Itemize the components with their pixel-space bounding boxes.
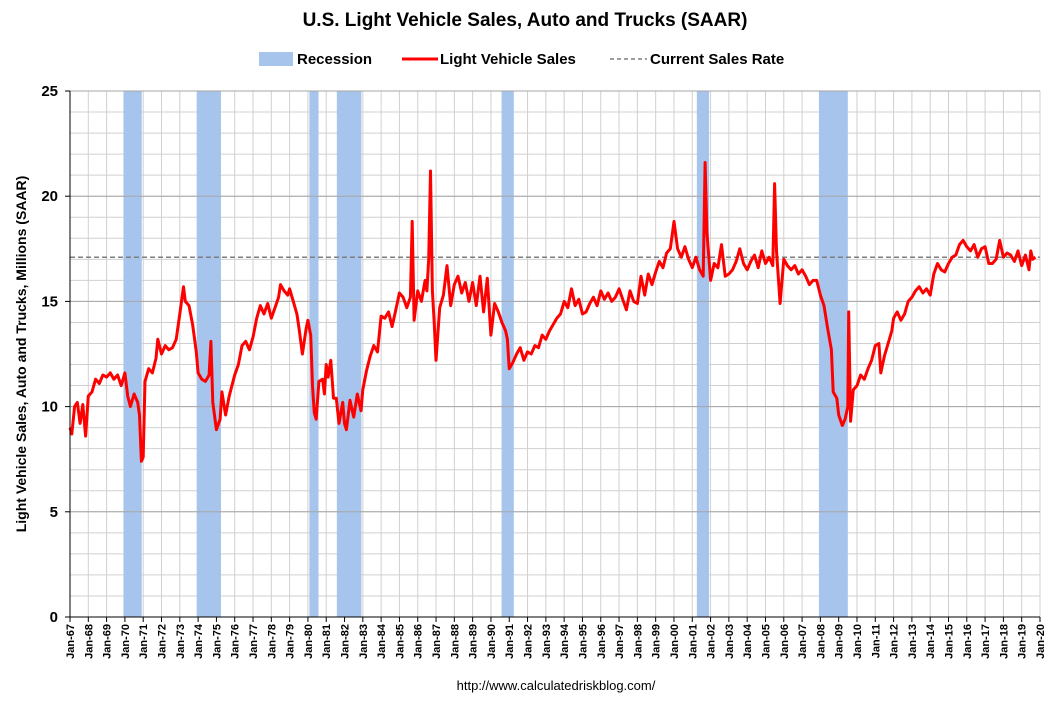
x-tick-label: Jan-97 [614, 624, 626, 659]
y-tick-label: 10 [41, 399, 58, 416]
x-tick-label: Jan-13 [907, 624, 919, 659]
x-tick-label: Jan-99 [651, 624, 663, 659]
x-tick-label: Jan-75 [211, 624, 223, 659]
legend: Recession Light Vehicle Sales Current Sa… [259, 51, 784, 68]
x-tick-label: Jan-06 [779, 624, 791, 659]
x-tick-label: Jan-03 [724, 624, 736, 659]
recession-band [309, 91, 319, 617]
x-tick-label: Jan-08 [815, 624, 827, 659]
y-tick-label: 5 [50, 504, 58, 521]
y-tick-label: 20 [41, 188, 58, 205]
recession-band [336, 91, 362, 617]
x-tick-label: Jan-02 [706, 624, 718, 659]
chart-title: U.S. Light Vehicle Sales, Auto and Truck… [303, 10, 748, 31]
x-tick-label: Jan-00 [669, 624, 681, 659]
x-tick-label: Jan-10 [852, 624, 864, 659]
x-tick-label: Jan-70 [120, 624, 132, 659]
x-tick-label: Jan-92 [523, 624, 535, 659]
y-axis-label: Light Vehicle Sales, Auto and Trucks, Mi… [13, 176, 29, 533]
x-tick-label: Jan-12 [889, 624, 901, 659]
x-tick-label: Jan-90 [486, 624, 498, 659]
x-tick-label: Jan-04 [742, 623, 754, 659]
x-tick-label: Jan-11 [870, 624, 882, 658]
x-tick-label: Jan-09 [834, 624, 846, 659]
x-tick-label: Jan-16 [962, 624, 974, 659]
x-tick-label: Jan-69 [102, 624, 114, 659]
x-tick-label: Jan-74 [193, 623, 205, 659]
x-tick-label: Jan-98 [632, 624, 644, 659]
y-tick-label: 0 [50, 609, 58, 626]
x-tick-label: Jan-79 [285, 624, 297, 659]
x-tick-label: Jan-82 [340, 624, 352, 659]
x-tick-label: Jan-77 [248, 624, 260, 659]
x-tick-label: Jan-07 [797, 624, 809, 659]
y-tick-label: 15 [41, 293, 58, 310]
x-tick-label: Jan-17 [980, 624, 992, 659]
x-tick-label: Jan-85 [394, 624, 406, 659]
axis-layer [69, 91, 1040, 618]
plot-area [68, 90, 1041, 618]
x-tick-label: Jan-15 [943, 624, 955, 659]
x-tick-label: Jan-05 [760, 624, 772, 659]
x-tick-label: Jan-94 [559, 623, 571, 659]
x-tick-label: Jan-78 [266, 624, 278, 659]
source-url: http://www.calculatedriskblog.com/ [457, 678, 656, 693]
x-tick-label: Jan-93 [541, 624, 553, 659]
x-tick-label: Jan-72 [157, 624, 169, 659]
x-tick-label: Jan-19 [1017, 624, 1029, 659]
x-tick-label: Jan-73 [175, 624, 187, 659]
legend-current-rate-label: Current Sales Rate [650, 51, 784, 68]
x-tick-label: Jan-91 [504, 624, 516, 659]
x-tick-label: Jan-88 [449, 624, 461, 659]
x-tick-label: Jan-14 [925, 623, 937, 659]
recession-layer [123, 91, 848, 617]
x-tick-label: Jan-89 [468, 624, 480, 659]
x-tick-label: Jan-86 [413, 624, 425, 659]
legend-recession-label: Recession [297, 51, 372, 68]
x-tick-label: Jan-01 [687, 624, 699, 659]
x-tick-labels: Jan-67 Jan-68 Jan-69 Jan-70 Jan-71 Jan-72 Jan-… [65, 617, 1047, 659]
recession-band [818, 91, 848, 617]
x-tick-label: Jan-95 [577, 624, 589, 659]
x-tick-label: Jan-80 [303, 624, 315, 659]
recession-band [123, 91, 142, 617]
x-tick-label: Jan-87 [431, 624, 443, 659]
x-tick-label: Jan-71 [138, 624, 150, 659]
x-tick-label: Jan-20 [1035, 624, 1047, 659]
recession-band [696, 91, 710, 617]
x-tick-label: Jan-96 [596, 624, 608, 659]
x-tick-label: Jan-76 [230, 624, 242, 659]
x-tick-label: Jan-68 [83, 624, 95, 659]
x-tick-label: Jan-84 [376, 623, 388, 659]
legend-sales-label: Light Vehicle Sales [440, 51, 576, 68]
x-tick-label: Jan-67 [65, 624, 77, 659]
light-vehicle-sales-line [68, 161, 1037, 463]
x-tick-label: Jan-18 [998, 624, 1010, 659]
y-tick-labels: 0 5 10 15 20 25 [41, 83, 70, 626]
legend-recession-swatch [259, 52, 293, 66]
y-tick-label: 25 [41, 83, 58, 100]
x-tick-label: Jan-83 [358, 624, 370, 659]
x-tick-label: Jan-81 [321, 624, 333, 659]
